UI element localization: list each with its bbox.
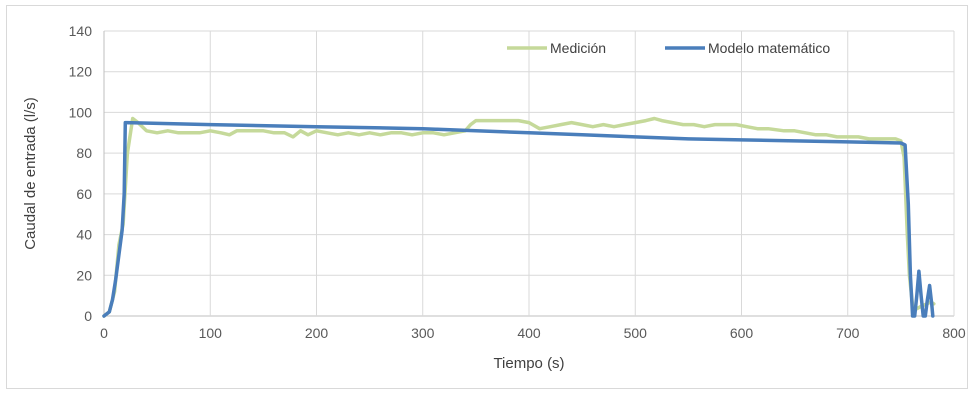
x-axis-title: Tiempo (s) (493, 355, 564, 372)
y-tick-label: 0 (84, 308, 92, 324)
tick-layer: 0 20 40 60 80 100 120 140 0 100 200 300 400 500 600 700… (69, 23, 966, 341)
legend: Medición Modelo matemático (507, 40, 830, 56)
x-tick-label: 500 (624, 325, 648, 341)
y-tick-label: 80 (76, 145, 92, 161)
series-layer (102, 116, 936, 318)
x-tick-label: 400 (517, 325, 541, 341)
y-tick-label: 40 (76, 227, 92, 243)
series-line-medicion (102, 116, 936, 318)
x-tick-label: 100 (199, 325, 223, 341)
x-tick-label: 800 (942, 325, 966, 341)
y-tick-label: 120 (69, 64, 93, 80)
legend-label: Medición (550, 40, 606, 56)
x-tick-label: 300 (411, 325, 435, 341)
y-tick-label: 140 (69, 23, 93, 39)
x-tick-label: 0 (100, 325, 108, 341)
grid-layer (103, 30, 955, 317)
x-tick-label: 200 (305, 325, 329, 341)
legend-label: Modelo matemático (708, 40, 830, 56)
chart-frame: 0 20 40 60 80 100 120 140 0 100 200 300 400 500 600 700… (6, 5, 968, 389)
series-line-modelo-matematico (102, 120, 935, 318)
y-axis-title: Caudal de entrada (l/s) (22, 97, 39, 250)
x-tick-label: 600 (730, 325, 754, 341)
line-chart: 0 20 40 60 80 100 120 140 0 100 200 300 400 500 600 700… (22, 23, 966, 372)
y-tick-label: 100 (69, 104, 93, 120)
y-tick-label: 20 (76, 267, 92, 283)
x-tick-label: 700 (836, 325, 860, 341)
y-tick-label: 60 (76, 186, 92, 202)
